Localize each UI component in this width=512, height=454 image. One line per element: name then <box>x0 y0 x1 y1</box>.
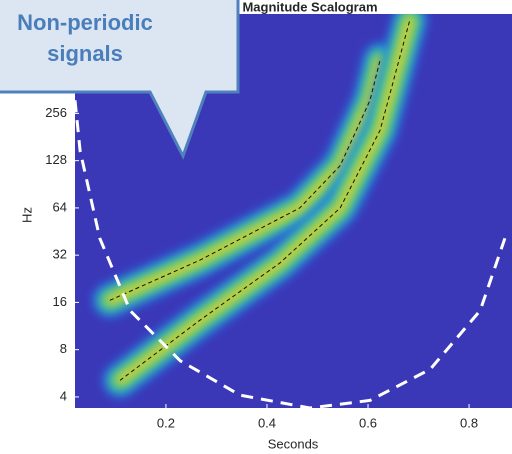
y-tick-label: 64 <box>53 199 67 214</box>
callout-text: signals <box>47 41 123 66</box>
x-tick-label: 0.8 <box>460 415 478 430</box>
x-tick-label: 0.2 <box>157 415 175 430</box>
y-tick-label: 32 <box>53 247 67 262</box>
y-tick-label: 16 <box>53 294 67 309</box>
plot-content <box>75 14 507 408</box>
x-tick-label: 0.4 <box>258 415 276 430</box>
x-tick-label: 0.6 <box>359 415 377 430</box>
chart-title: Magnitude Scalogram <box>242 0 377 14</box>
callout: Non-periodic signals <box>0 0 240 160</box>
axes: 0.2 0.4 0.6 0.8 4 8 16 32 64 128 256 <box>45 105 478 431</box>
y-tick-label: 256 <box>45 105 67 120</box>
ridge-line <box>119 19 411 381</box>
cone-of-influence <box>75 100 507 408</box>
ridge-line <box>109 59 381 301</box>
y-axis-label: Hz <box>19 207 34 223</box>
y-tick-label: 4 <box>60 388 67 403</box>
callout-text: Non-periodic <box>17 10 153 35</box>
callout-shape <box>0 0 240 160</box>
y-tick-label: 8 <box>60 341 67 356</box>
y-tick-label: 128 <box>45 152 67 167</box>
x-axis-label: Seconds <box>268 436 319 451</box>
